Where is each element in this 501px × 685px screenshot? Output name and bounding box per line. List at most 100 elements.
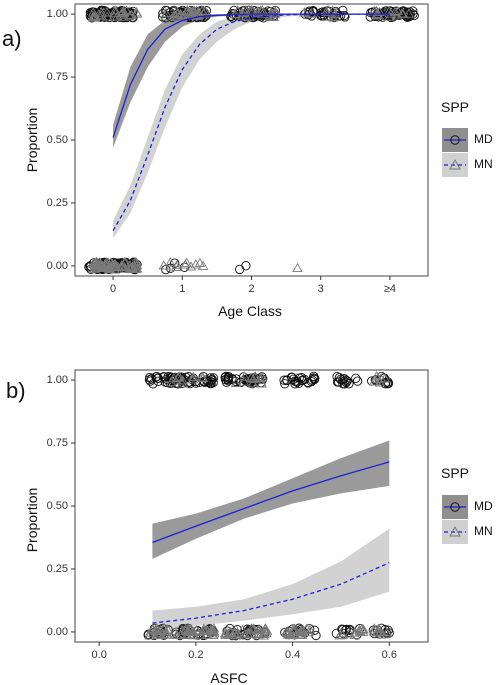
- data-point-mn: [349, 627, 361, 637]
- data-point-mn: [336, 627, 347, 638]
- panel-b-y-tick-label: 0.75: [47, 437, 68, 449]
- data-point-md: [223, 371, 234, 382]
- data-point-mn: [259, 625, 271, 636]
- data-point-mn: [101, 7, 113, 17]
- data-point-md: [148, 379, 158, 389]
- panel-b-band-mn: [152, 528, 390, 630]
- data-point-mn: [109, 5, 121, 15]
- data-point-md: [208, 373, 219, 383]
- data-point-md: [206, 373, 216, 383]
- data-point-mn: [232, 629, 244, 639]
- data-point-md: [221, 377, 232, 387]
- data-point-mn: [124, 260, 136, 270]
- data-point-mn: [208, 626, 220, 636]
- panel-b-points-mn-15: [334, 623, 369, 640]
- panel-a-plot-border: [74, 3, 429, 277]
- panel-b-legend-label-mn: MN: [474, 524, 493, 538]
- panel-b-xlabel: ASFC: [210, 670, 247, 685]
- data-point-md: [341, 377, 351, 388]
- data-point-mn: [321, 6, 332, 16]
- data-point-mn: [173, 371, 185, 381]
- panel-a-points-mn-1: [87, 5, 143, 22]
- data-point-mn: [88, 263, 100, 273]
- panel-b-y-tick-label: 0.50: [47, 500, 68, 512]
- data-point-mn: [185, 7, 196, 17]
- data-point-mn: [175, 9, 187, 20]
- data-point-mn: [371, 627, 383, 637]
- data-point-md: [201, 375, 212, 385]
- data-point-md: [147, 374, 157, 384]
- panel-b-x-tick-label: 0.4: [285, 649, 300, 661]
- panel-b-points-mn-11: [220, 623, 273, 640]
- panel-b-plot-area: [143, 370, 394, 641]
- data-point-mn: [239, 371, 250, 381]
- data-point-mn: [344, 628, 355, 638]
- data-point-md: [235, 264, 245, 275]
- panel-a-x-tick-label: ≥4: [384, 283, 396, 295]
- data-point-mn: [171, 259, 183, 270]
- data-point-mn: [379, 373, 391, 383]
- data-point-mn: [126, 9, 137, 19]
- panel-a-legend-label-md: MD: [474, 132, 493, 146]
- data-point-md: [316, 7, 327, 18]
- panel-b-points-mn-17: [368, 623, 393, 639]
- data-point-mn: [229, 8, 241, 18]
- data-point-mn: [239, 6, 250, 17]
- panel-a-xlabel: Age Class: [218, 303, 282, 319]
- data-point-mn: [242, 627, 253, 638]
- data-point-md: [177, 373, 187, 384]
- data-point-mn: [239, 629, 250, 639]
- data-point-mn: [158, 622, 170, 632]
- data-point-mn: [181, 6, 193, 16]
- data-point-mn: [131, 257, 142, 267]
- data-point-md: [282, 375, 292, 385]
- data-point-mn: [176, 378, 188, 388]
- legend-key-circle: [450, 135, 460, 145]
- data-point-mn: [369, 376, 380, 386]
- data-point-mn: [96, 10, 107, 20]
- data-point-mn: [288, 626, 299, 636]
- panel-a-fit-line-md: [112, 13, 390, 138]
- data-point-mn: [287, 623, 299, 633]
- data-point-mn: [247, 624, 259, 634]
- data-point-mn: [182, 625, 194, 635]
- data-point-mn: [305, 8, 317, 18]
- data-point-mn: [374, 377, 386, 387]
- data-point-mn: [396, 8, 408, 18]
- panel-b-x-tick-label: 0.6: [382, 649, 397, 661]
- panel-b-legend-key-mn: [442, 520, 468, 544]
- panel-a-y-tick-label: 0.75: [47, 71, 68, 83]
- data-point-mn: [118, 5, 129, 15]
- data-point-mn: [245, 372, 257, 382]
- data-point-mn: [88, 7, 99, 17]
- data-point-mn: [260, 623, 271, 633]
- data-point-md: [160, 5, 171, 16]
- data-point-mn: [88, 12, 99, 22]
- panel-a-x-tick-label: 0: [110, 283, 116, 295]
- data-point-mn: [244, 11, 255, 22]
- panel-b-points-mn-3: [230, 371, 268, 388]
- panel-b-x-tick-label: 0.0: [92, 649, 107, 661]
- data-point-mn: [294, 629, 306, 639]
- panel-a-points-mn-11: [88, 256, 143, 274]
- data-point-mn: [252, 6, 263, 16]
- panel-a-y-tick-label: 0.25: [47, 197, 68, 209]
- data-point-mn: [256, 378, 267, 388]
- panel-a-legend-title: SPP: [441, 99, 469, 115]
- panel-b-points-md-4: [279, 371, 320, 389]
- data-point-md: [352, 376, 363, 386]
- data-point-mn: [392, 5, 404, 15]
- data-point-mn: [198, 625, 210, 635]
- data-point-mn: [110, 7, 121, 18]
- panel-b-ylabel: Proportion: [24, 488, 40, 553]
- data-point-mn: [127, 262, 138, 272]
- data-point-mn: [381, 627, 393, 637]
- data-point-mn: [403, 8, 415, 18]
- data-point-mn: [368, 626, 380, 636]
- data-point-mn: [292, 262, 303, 273]
- panel-a-legend-key-md: [442, 128, 468, 152]
- legend-key-triangle: [449, 158, 461, 170]
- data-point-mn: [119, 263, 131, 273]
- data-point-mn: [384, 11, 395, 21]
